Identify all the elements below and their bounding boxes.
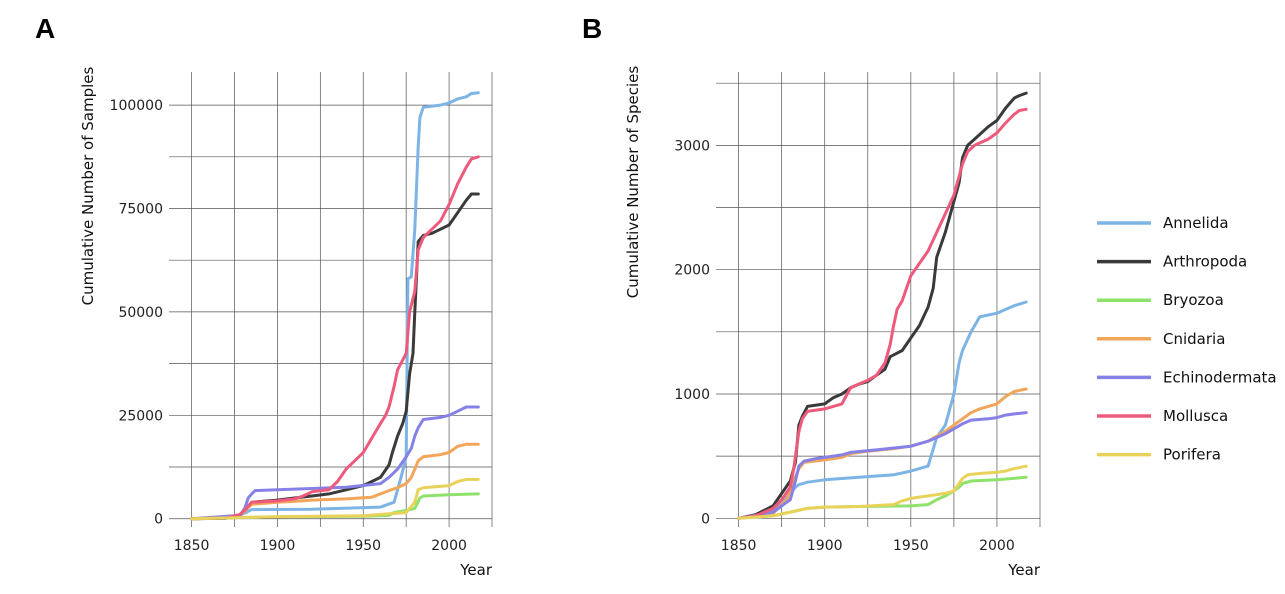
- legend-label-cnidaria: Cnidaria: [1163, 330, 1225, 348]
- legend-label-echinodermata: Echinodermata: [1163, 368, 1277, 386]
- y-tick-label: 75000: [118, 202, 163, 218]
- panel-b-plot: 1850 1900 1950 2000 0 1000 2000 3000 Year Cumul…: [624, 66, 1041, 579]
- y-tick-label: 1000: [674, 387, 710, 403]
- x-tick-label: 1950: [893, 538, 929, 554]
- x-tick-label: 1900: [807, 538, 843, 554]
- x-tick-label: 2000: [979, 538, 1015, 554]
- x-tick-label: 1900: [260, 538, 296, 554]
- series-line-echinodermata: [190, 405, 480, 521]
- panel-a-series: [190, 91, 480, 521]
- panel-a-grid: [169, 72, 493, 527]
- y-tick-label: 2000: [674, 263, 710, 279]
- x-tick-label: 1950: [345, 538, 381, 554]
- panel-a-x-axis-title: Year: [459, 561, 493, 579]
- x-tick-label: 1850: [174, 538, 210, 554]
- panel-b-y-axis-title: Cumulative Number of Species: [624, 66, 642, 299]
- series-line-echinodermata: [737, 411, 1028, 520]
- panel-a-y-axis-title: Cumulative Number of Samples: [79, 66, 97, 305]
- y-tick-label: 25000: [118, 408, 163, 424]
- y-tick-label: 50000: [118, 305, 163, 321]
- x-tick-label: 2000: [431, 538, 467, 554]
- y-tick-label: 100000: [110, 98, 163, 114]
- x-tick-label: 1850: [721, 538, 757, 554]
- series-line-porifera: [737, 464, 1028, 520]
- series-line-annelida: [190, 91, 480, 521]
- legend: Annelida Arthropoda Bryozoa Cnidaria Echinod…: [1097, 214, 1277, 464]
- legend-label-mollusca: Mollusca: [1163, 407, 1228, 425]
- legend-label-porifera: Porifera: [1163, 446, 1221, 464]
- panel-b-series: [737, 91, 1028, 520]
- panel-label-b: B: [582, 13, 602, 44]
- panel-a-ticks: 1850 1900 1950 2000 0 25000 50000 75000 100000: [110, 98, 467, 554]
- legend-label-arthropoda: Arthropoda: [1163, 253, 1247, 271]
- series-line-cnidaria: [190, 442, 480, 521]
- y-tick-label: 0: [701, 511, 710, 527]
- panel-b-ticks: 1850 1900 1950 2000 0 1000 2000 3000: [674, 138, 1014, 554]
- panel-b-x-axis-title: Year: [1007, 561, 1041, 579]
- panel-a-plot: 1850 1900 1950 2000 0 25000 50000 75000 100000 Y…: [79, 66, 493, 579]
- y-tick-label: 0: [154, 512, 163, 528]
- legend-label-bryozoa: Bryozoa: [1163, 291, 1224, 309]
- legend-label-annelida: Annelida: [1163, 214, 1229, 232]
- series-line-mollusca: [737, 107, 1028, 520]
- y-tick-label: 3000: [674, 138, 710, 154]
- panel-b-grid: [716, 72, 1041, 527]
- series-line-porifera: [190, 477, 480, 521]
- series-line-mollusca: [190, 155, 480, 521]
- panel-label-a: A: [35, 13, 55, 44]
